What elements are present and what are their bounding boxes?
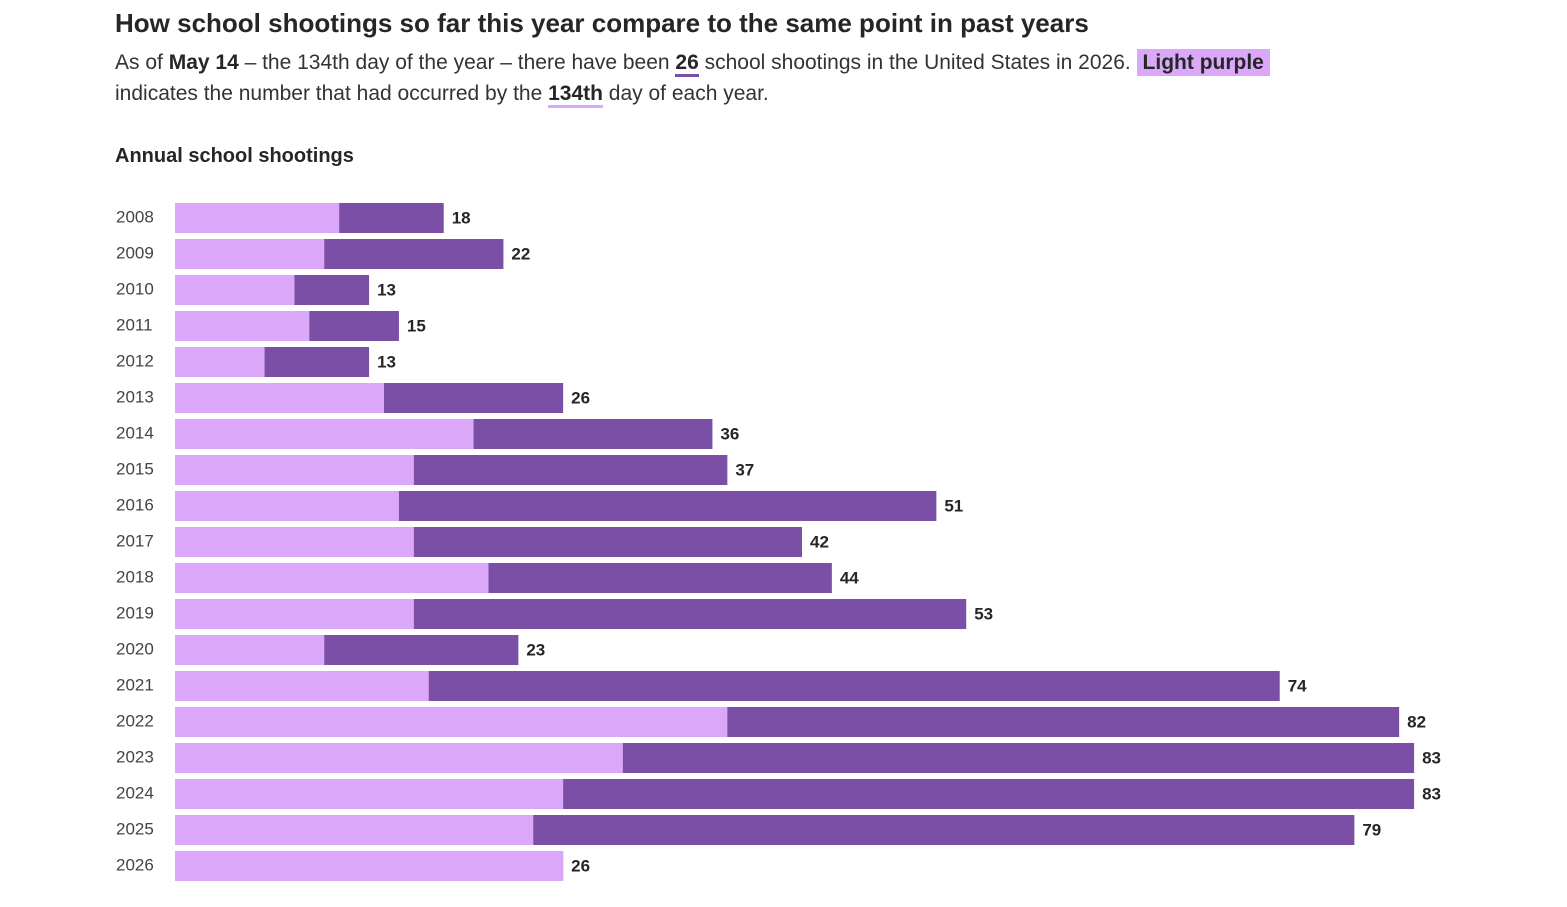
value-label: 23 (526, 640, 545, 659)
y-tick-label: 2021 (116, 675, 154, 694)
y-tick-label: 2023 (116, 747, 154, 766)
value-label: 44 (840, 568, 859, 587)
value-label: 37 (735, 460, 754, 479)
value-label: 74 (1288, 676, 1307, 695)
subtitle-text: indicates the number that had occurred b… (115, 82, 549, 105)
bar (175, 635, 325, 665)
bar (175, 455, 414, 485)
y-tick-label: 2025 (116, 819, 154, 838)
value-label: 36 (720, 424, 739, 443)
bar (175, 203, 340, 233)
value-label: 42 (810, 532, 829, 551)
value-label: 53 (974, 604, 993, 623)
bar (175, 347, 265, 377)
y-tick-label: 2012 (116, 351, 154, 370)
y-tick-label: 2011 (116, 315, 153, 334)
y-tick-label: 2026 (116, 855, 154, 874)
bar (175, 671, 429, 701)
value-label: 83 (1422, 784, 1441, 803)
value-label: 26 (571, 856, 590, 875)
y-tick-label: 2014 (116, 423, 154, 442)
value-label: 83 (1422, 748, 1441, 767)
subtitle-text: May 14 (168, 51, 239, 74)
chart-subtitle: Annual school shootings (115, 145, 354, 167)
y-tick-label: 2008 (116, 207, 154, 226)
y-tick-label: 2024 (116, 783, 154, 802)
subtitle-text: As of (115, 51, 169, 74)
y-tick-label: 2009 (116, 243, 154, 262)
value-label: 82 (1407, 712, 1426, 731)
subtitle-text: – the 134th day of the year – there have… (238, 51, 676, 74)
subtitle-text: day of each year. (602, 82, 769, 105)
bar (175, 563, 489, 593)
subtitle: As of May 14 – the 134th day of the year… (115, 47, 1375, 109)
value-label: 79 (1362, 820, 1381, 839)
subtitle-highlight: Light purple (1136, 49, 1270, 76)
value-label: 18 (452, 208, 471, 227)
subtitle-text: 134th (548, 82, 603, 108)
y-tick-label: 2016 (116, 495, 154, 514)
y-tick-label: 2018 (116, 567, 154, 586)
bar (175, 311, 310, 341)
y-tick-label: 2015 (116, 459, 154, 478)
subtitle-text: school shootings in the United States in… (698, 51, 1137, 74)
value-label: 26 (571, 388, 590, 407)
bar (175, 527, 414, 557)
y-tick-label: 2010 (116, 279, 154, 298)
y-tick-label: 2020 (116, 639, 154, 658)
value-label: 15 (407, 316, 426, 335)
value-label: 51 (944, 496, 963, 515)
y-tick-label: 2013 (116, 387, 154, 406)
subtitle-text: 26 (675, 51, 699, 77)
y-tick-label: 2019 (116, 603, 154, 622)
bar (175, 743, 623, 773)
bar (175, 275, 295, 305)
value-label: 13 (377, 352, 396, 371)
bar (175, 815, 534, 845)
bar (175, 851, 564, 881)
value-label: 22 (511, 244, 530, 263)
bar (175, 707, 728, 737)
bar (175, 383, 384, 413)
value-label: 13 (377, 280, 396, 299)
y-tick-label: 2017 (116, 531, 154, 550)
bar (175, 419, 474, 449)
bar (175, 779, 564, 809)
y-tick-label: 2022 (116, 711, 154, 730)
chart-title: How school shootings so far this year co… (115, 8, 1089, 38)
bar (175, 239, 325, 269)
bar (175, 599, 414, 629)
bar (175, 491, 399, 521)
